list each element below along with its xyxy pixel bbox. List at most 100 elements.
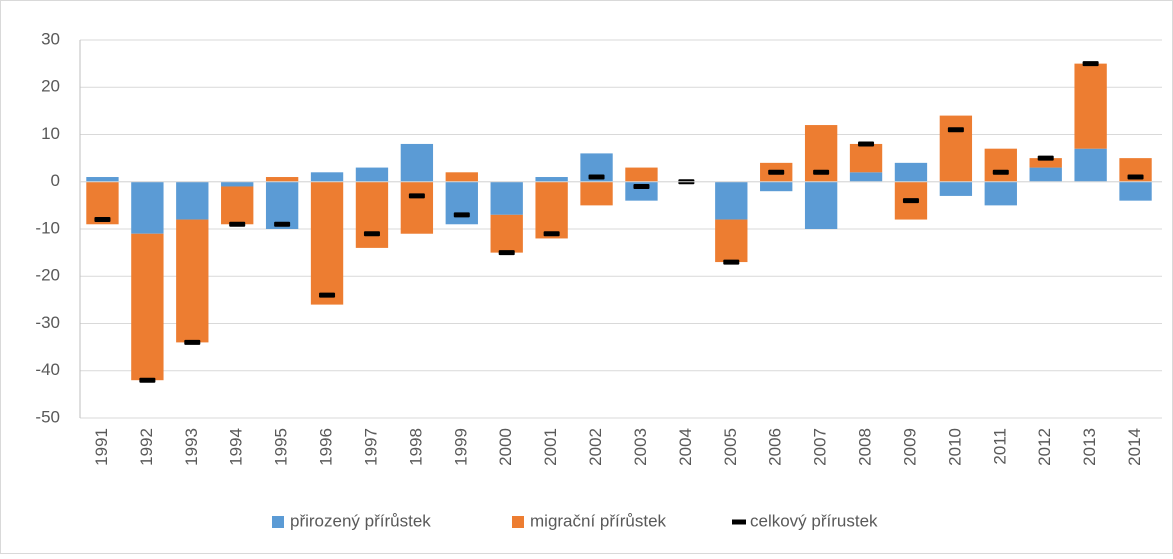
x-tick-label: 2007 — [811, 428, 830, 466]
total-marker — [768, 169, 785, 175]
bar — [131, 181, 164, 234]
bar — [804, 181, 838, 229]
x-tick-label: 2001 — [541, 428, 560, 466]
legend-swatch — [512, 516, 524, 528]
bar — [939, 115, 973, 182]
bar — [1074, 63, 1107, 149]
bar — [984, 148, 1017, 182]
total-marker — [319, 292, 336, 298]
total-marker — [498, 250, 515, 256]
y-tick-label: 30 — [41, 29, 60, 48]
bar — [1029, 158, 1062, 168]
bar — [715, 181, 748, 220]
total-marker — [453, 212, 470, 218]
bar — [490, 181, 523, 215]
legend-label: migrační přírůstek — [530, 511, 667, 530]
bar — [445, 181, 478, 225]
bar — [310, 181, 344, 305]
bar — [310, 172, 344, 182]
total-marker — [1127, 174, 1144, 180]
bar — [849, 172, 883, 182]
y-tick-label: -10 — [35, 218, 60, 237]
y-tick-label: -30 — [35, 313, 60, 332]
total-marker — [229, 221, 246, 227]
y-tick-label: -20 — [35, 266, 60, 285]
x-tick-label: 1996 — [317, 428, 336, 466]
x-tick-label: 2014 — [1125, 428, 1144, 466]
total-marker — [363, 231, 380, 237]
bar — [265, 181, 299, 229]
total-marker — [588, 174, 605, 180]
total-marker — [274, 221, 291, 227]
x-tick-label: 2005 — [721, 428, 740, 466]
total-marker — [813, 169, 830, 175]
bar — [265, 177, 299, 182]
bar — [445, 172, 478, 182]
x-tick-label: 2008 — [856, 428, 875, 466]
bar — [535, 177, 568, 182]
x-tick-label: 2013 — [1080, 428, 1099, 466]
x-tick-label: 2004 — [676, 428, 695, 466]
y-tick-label: -40 — [35, 360, 60, 379]
x-tick-label: 1995 — [272, 428, 291, 466]
bar — [715, 219, 748, 263]
x-tick-label: 1998 — [406, 428, 425, 466]
legend-swatch — [272, 516, 284, 528]
x-tick-label: 1991 — [92, 428, 111, 466]
x-tick-label: 1997 — [361, 428, 380, 466]
bar — [939, 181, 973, 196]
bar — [221, 181, 254, 187]
x-tick-label: 1999 — [451, 428, 470, 466]
bar — [580, 181, 613, 206]
bar — [760, 181, 793, 192]
bar — [86, 177, 119, 182]
bar — [625, 181, 658, 201]
bar — [535, 181, 568, 239]
bar — [131, 233, 164, 381]
bar — [894, 162, 928, 182]
total-marker — [992, 169, 1009, 175]
total-marker — [543, 231, 560, 237]
bar — [355, 181, 389, 248]
y-tick-label: 10 — [41, 124, 60, 143]
bar — [1074, 148, 1107, 182]
x-tick-label: 2012 — [1035, 428, 1054, 466]
bar — [1119, 158, 1152, 182]
x-tick-label: 1992 — [137, 428, 156, 466]
bar — [400, 143, 434, 182]
legend-label: přirozený přírůstek — [290, 511, 431, 530]
total-marker — [94, 217, 111, 223]
bar — [625, 167, 658, 182]
total-marker — [633, 183, 650, 189]
x-tick-label: 2003 — [631, 428, 650, 466]
bar — [355, 167, 389, 182]
bar — [176, 181, 209, 220]
x-tick-label: 1993 — [182, 428, 201, 466]
y-tick-label: -50 — [35, 407, 60, 426]
total-marker — [947, 127, 964, 133]
legend-swatch — [732, 519, 746, 525]
total-marker — [723, 259, 740, 265]
x-tick-label: 2009 — [900, 428, 919, 466]
x-tick-label: 2011 — [990, 428, 1009, 465]
bar — [400, 181, 434, 234]
x-tick-label: 2010 — [945, 428, 964, 466]
total-marker — [1037, 155, 1054, 161]
bar — [1029, 167, 1062, 182]
legend-label: celkový přírustek — [750, 511, 878, 530]
total-marker — [858, 141, 875, 147]
total-marker — [408, 193, 425, 199]
x-tick-label: 1994 — [227, 428, 246, 466]
bar — [221, 186, 254, 225]
y-tick-label: 20 — [41, 77, 60, 96]
total-marker — [184, 339, 201, 345]
bar — [176, 219, 209, 343]
bar — [1119, 181, 1152, 201]
x-tick-label: 2006 — [766, 428, 785, 466]
bar — [849, 143, 883, 173]
x-tick-label: 2002 — [586, 428, 605, 466]
bar — [490, 214, 523, 253]
total-marker — [902, 198, 919, 204]
total-marker — [1082, 61, 1099, 67]
x-tick-label: 2000 — [496, 428, 515, 466]
